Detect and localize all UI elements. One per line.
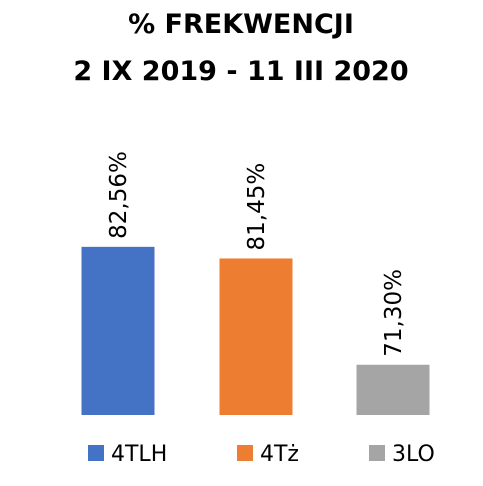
chart-title-line-1: % FREKWENCJI <box>128 9 354 40</box>
bar-3LO <box>356 364 430 415</box>
chart-title-line-2: 2 IX 2019 - 11 III 2020 <box>73 56 408 87</box>
data-label-4Tż: 81,45% <box>244 163 270 251</box>
legend-swatch-3LO <box>369 445 385 461</box>
legend-swatch-4Tż <box>237 445 253 461</box>
bar-4TLH <box>81 246 155 415</box>
data-label-4TLH: 82,56% <box>106 151 132 239</box>
legend-label-4TLH: 4TLH <box>111 442 167 467</box>
legend: 4TLH 4Tż 3LO <box>88 442 435 467</box>
data-label-3LO: 71,30% <box>381 269 407 357</box>
legend-label-4Tż: 4Tż <box>260 442 299 467</box>
data-label-group: 82,56% 81,45% 71,30% <box>106 151 407 357</box>
bar-group <box>81 246 430 415</box>
bar-4Tż <box>219 258 293 415</box>
legend-swatch-4TLH <box>88 445 104 461</box>
legend-label-3LO: 3LO <box>392 442 435 467</box>
